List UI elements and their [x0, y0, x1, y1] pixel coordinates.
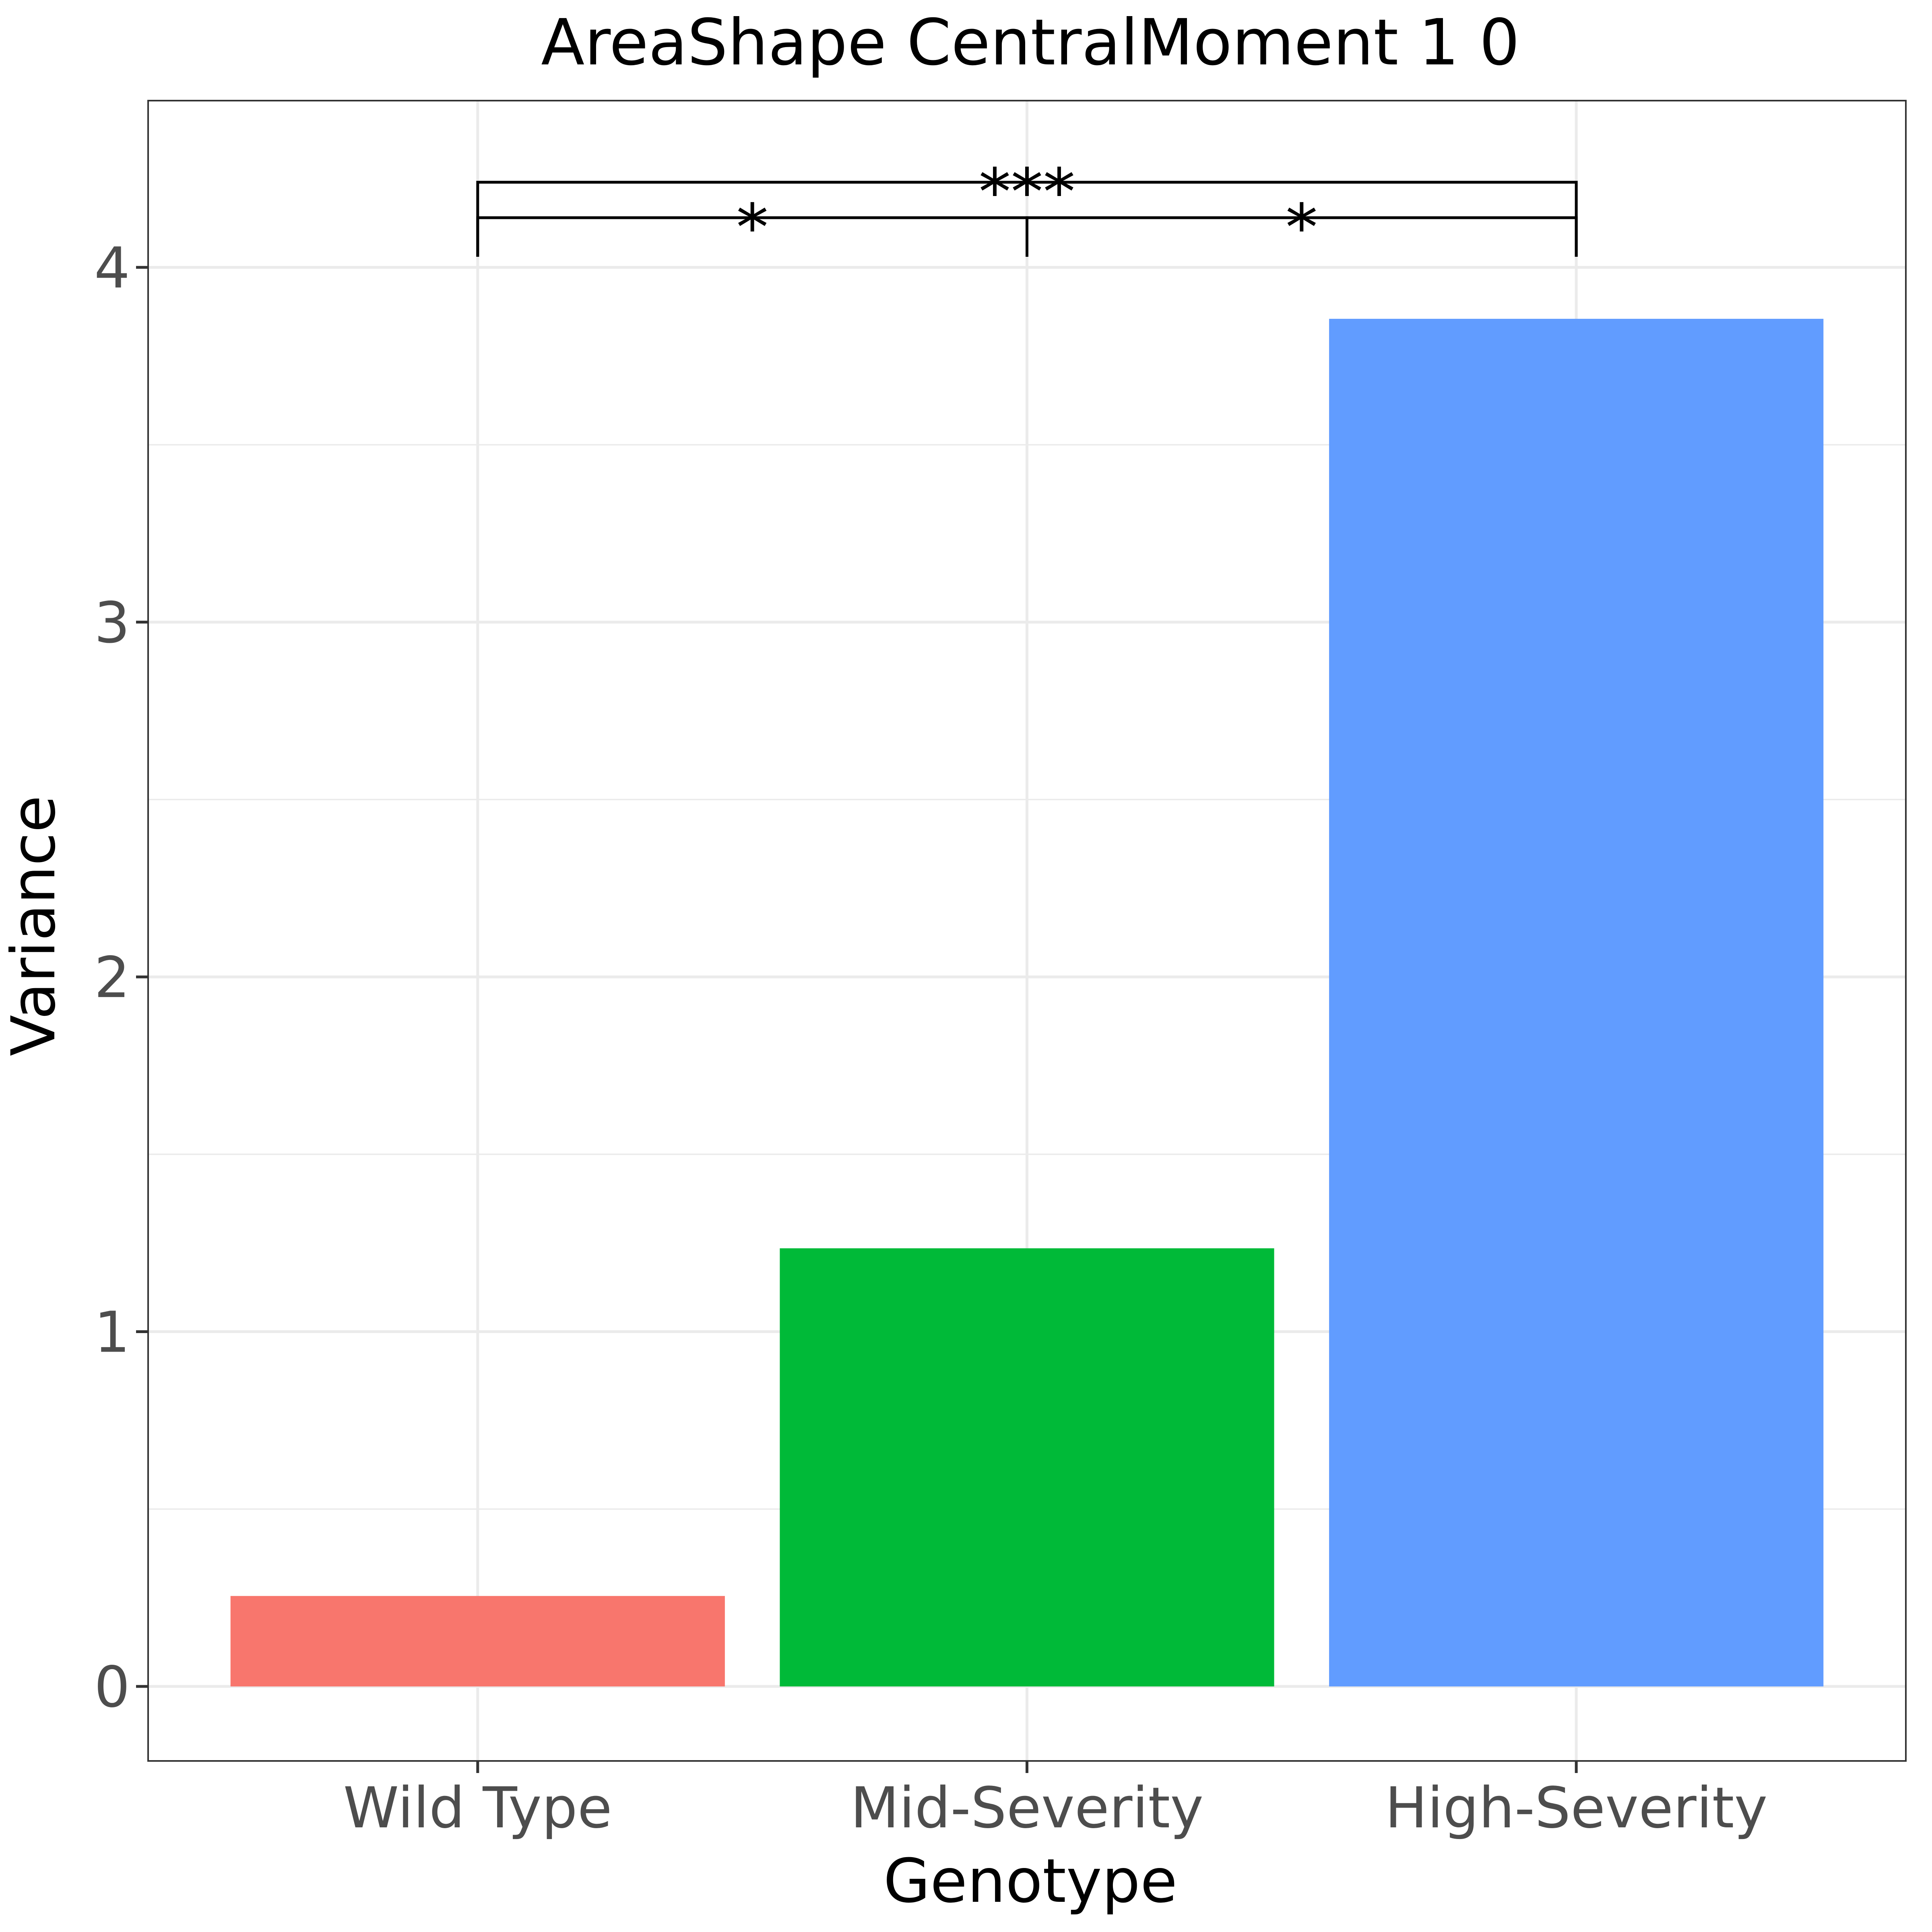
significance-label: *** [979, 155, 1075, 230]
x-tick-label: Wild Type [343, 1775, 612, 1841]
significance-label: * [736, 190, 768, 265]
y-tick-label: 2 [94, 945, 130, 1011]
bar [230, 1596, 725, 1686]
x-axis-title: Genotype [883, 1846, 1177, 1916]
y-tick-label: 4 [94, 235, 130, 301]
chart-title: AreaShape CentralMoment 1 0 [541, 6, 1520, 80]
x-tick-label: High-Severity [1385, 1775, 1767, 1841]
bar [1329, 319, 1824, 1686]
y-tick-label: 0 [94, 1655, 130, 1720]
significance-bracket [476, 181, 1578, 257]
y-axis-title: Variance [0, 795, 69, 1056]
bar [780, 1248, 1274, 1686]
y-tick-label: 3 [94, 590, 130, 656]
significance-label: * [1286, 190, 1318, 265]
y-tick-label: 1 [94, 1300, 130, 1365]
x-tick-label: Mid-Severity [850, 1775, 1203, 1841]
